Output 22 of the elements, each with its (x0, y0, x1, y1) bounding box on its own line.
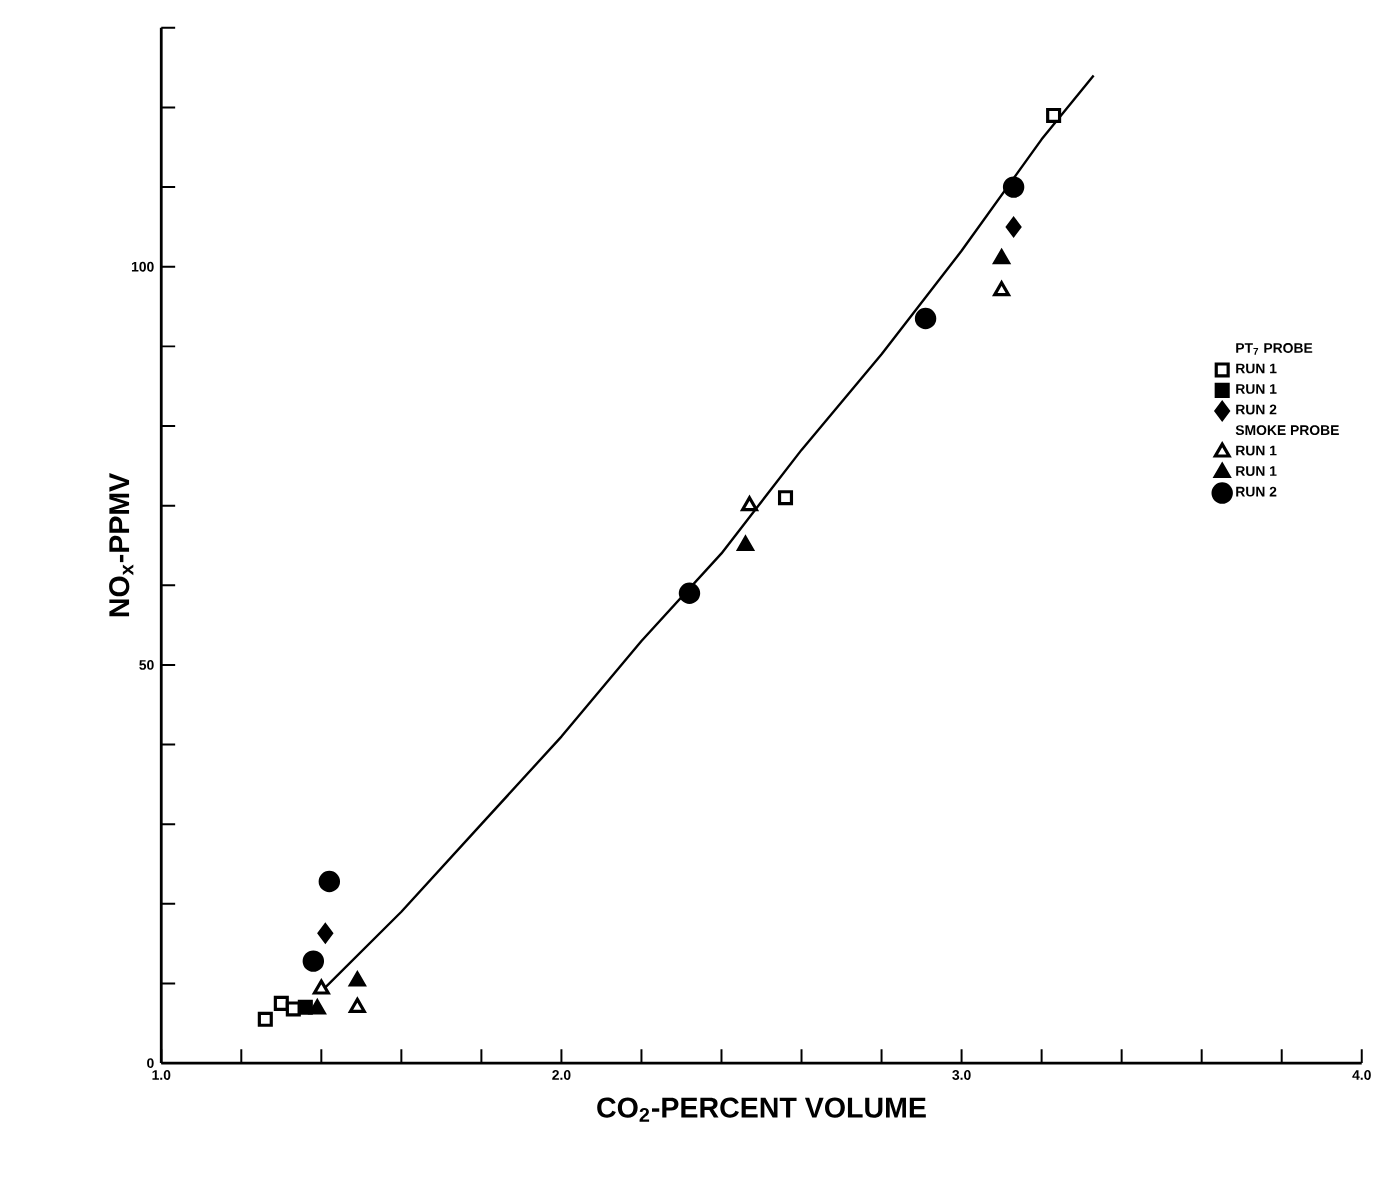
point (273, 995, 289, 1011)
point (317, 923, 334, 943)
point (297, 999, 313, 1015)
y-axis-title: NO$_{x}$-PPMV (109, 472, 134, 616)
point (678, 582, 701, 604)
x-axis-title: CO$_{2}$-PERCENT VOLUME (597, 1097, 926, 1122)
point (737, 535, 754, 551)
point (312, 979, 330, 995)
point (777, 489, 794, 505)
point (1046, 107, 1062, 123)
point (348, 997, 366, 1013)
point (302, 950, 325, 972)
point (257, 1011, 273, 1027)
point (993, 280, 1011, 296)
point (741, 495, 758, 511)
point (1002, 176, 1025, 198)
point (308, 999, 326, 1015)
point (348, 971, 366, 987)
point (993, 249, 1011, 265)
point (318, 870, 341, 892)
point (1005, 216, 1022, 237)
point (914, 307, 937, 329)
